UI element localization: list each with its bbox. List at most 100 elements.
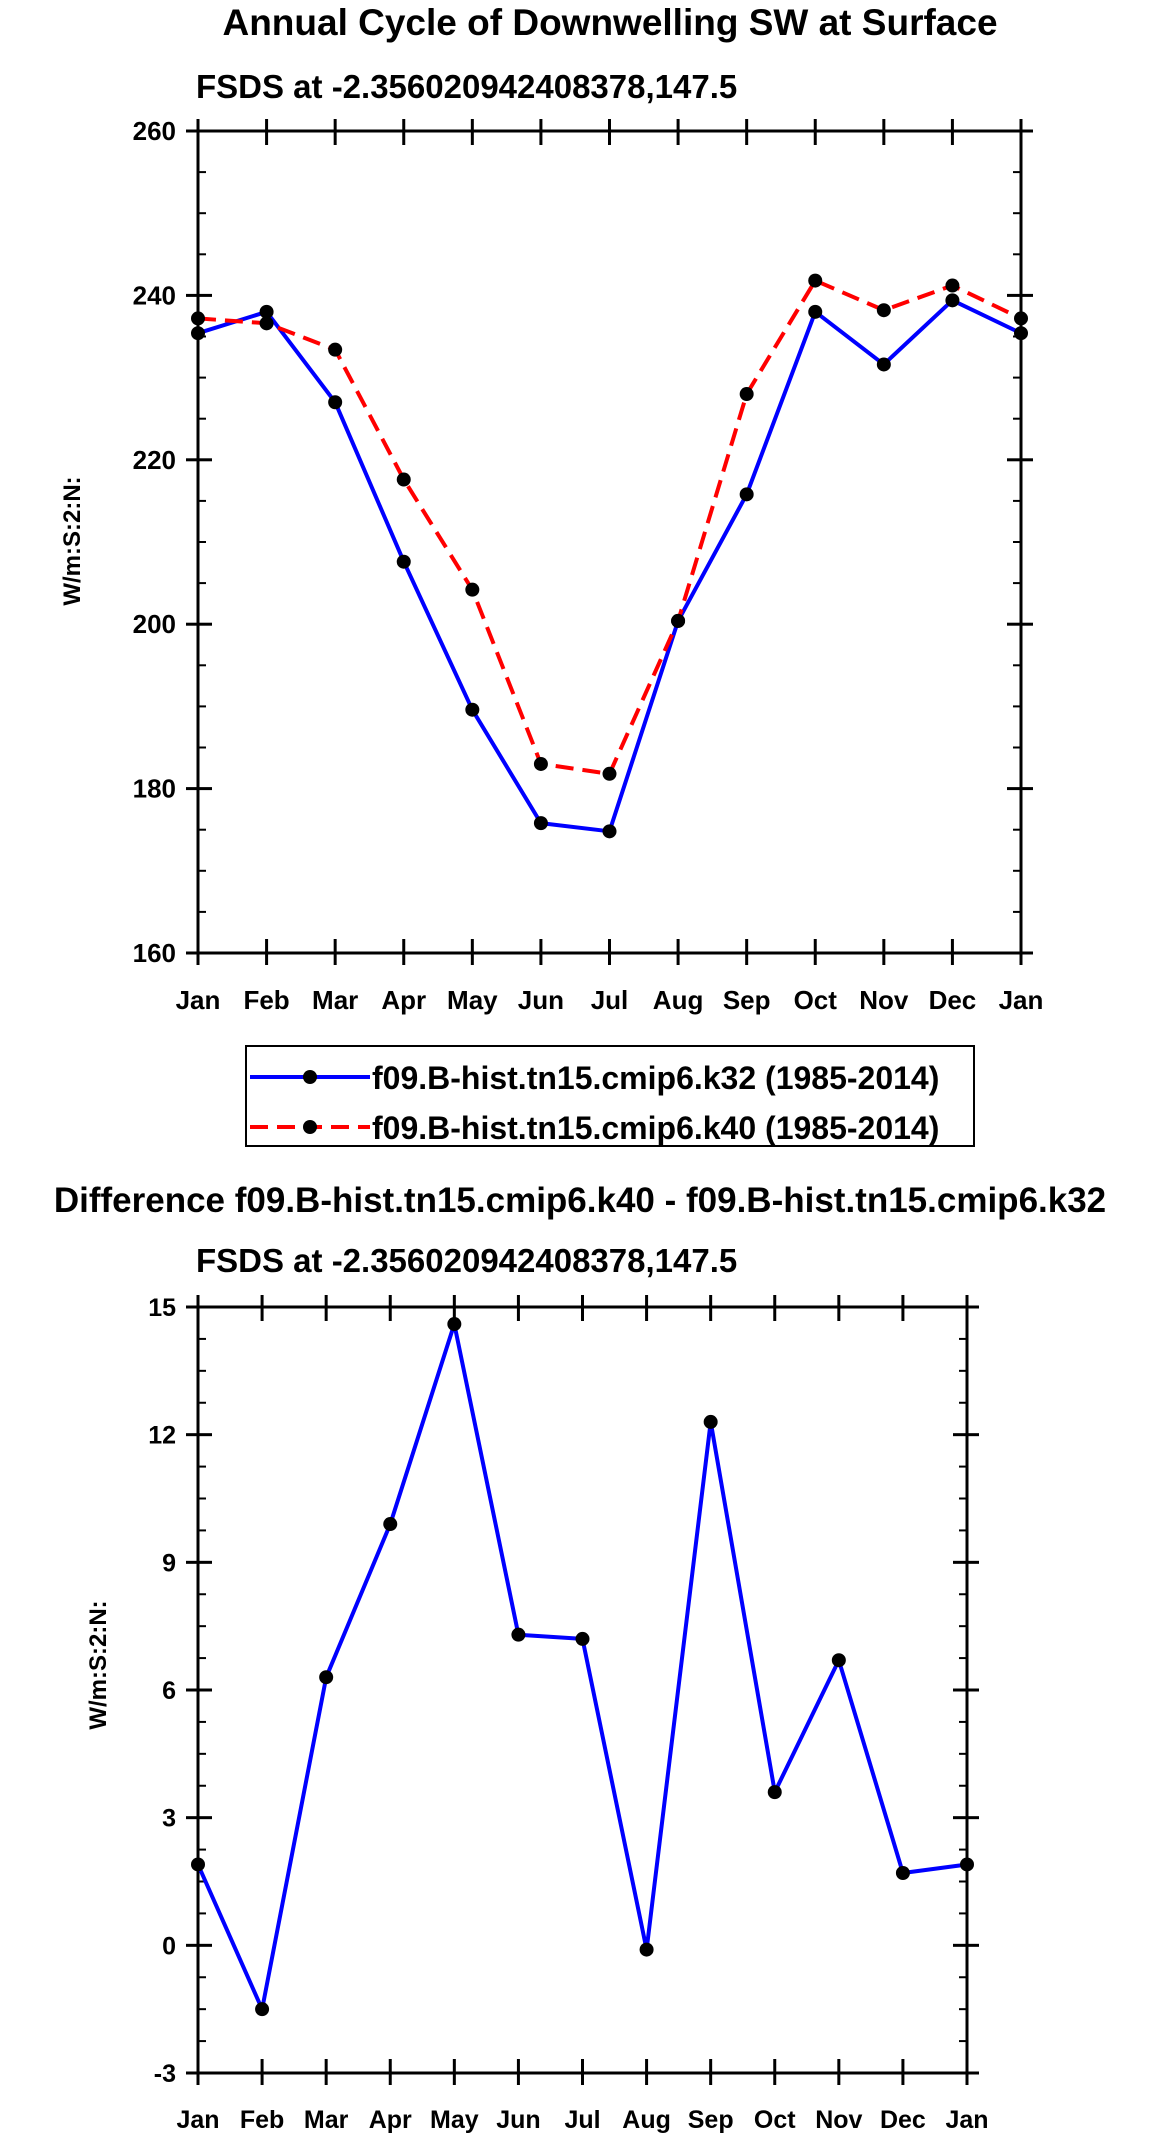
data-point <box>831 1653 846 1668</box>
legend-marker-k32 <box>303 1070 317 1084</box>
data-point <box>328 342 343 357</box>
data-point <box>1014 326 1028 341</box>
data-point <box>945 278 960 293</box>
tick-marks <box>186 1295 979 2085</box>
x-tick-label: Jan <box>945 2106 988 2134</box>
x-tick-label: Nov <box>815 2106 862 2134</box>
x-tick-label: Aug <box>653 985 704 1015</box>
series-group <box>191 273 1028 839</box>
data-point <box>319 1670 334 1685</box>
panel-title: Annual Cycle of Downwelling SW at Surfac… <box>222 2 997 43</box>
y-tick-labels: 160 180 200 220 240 260 <box>133 116 176 968</box>
data-point <box>808 273 823 288</box>
x-tick-label: Nov <box>859 985 909 1015</box>
data-point <box>895 1865 910 1880</box>
x-tick-label: Jan <box>176 2106 219 2134</box>
data-point <box>739 487 754 502</box>
y-tick-label: 9 <box>162 1549 176 1577</box>
data-point <box>255 2002 270 2017</box>
data-point <box>945 293 960 308</box>
x-tick-label: Jun <box>518 985 564 1015</box>
y-tick-label: 200 <box>133 609 176 639</box>
x-tick-label: Feb <box>243 985 289 1015</box>
x-tick-label: Feb <box>240 2106 284 2134</box>
y-tick-label: 160 <box>133 938 176 968</box>
x-tick-label: Apr <box>369 2106 412 2134</box>
x-tick-label: Mar <box>312 985 358 1015</box>
series-line-0 <box>197 298 1022 834</box>
legend-label-k32: f09.B-hist.tn15.cmip6.k32 (1985-2014) <box>372 1060 939 1096</box>
x-tick-label: May <box>430 2106 479 2134</box>
x-tick-label: Apr <box>381 985 426 1015</box>
data-point <box>465 582 480 597</box>
data-point <box>602 766 617 781</box>
data-point <box>703 1414 718 1429</box>
x-tick-label: Mar <box>304 2106 349 2134</box>
y-axis-label: W/m:S:2:N: <box>59 476 86 605</box>
data-point <box>602 824 617 839</box>
x-tick-label: Jul <box>564 2106 600 2134</box>
y-tick-label: 3 <box>162 1805 176 1833</box>
data-point <box>191 311 205 326</box>
data-point <box>639 1942 654 1957</box>
data-point <box>739 387 754 402</box>
series-group <box>191 1317 974 2017</box>
data-point <box>960 1857 974 1872</box>
data-point <box>259 316 274 331</box>
y-tick-label: 12 <box>148 1422 176 1450</box>
x-tick-label: Jun <box>496 2106 540 2134</box>
data-point <box>259 304 274 319</box>
x-tick-label: Jul <box>591 985 629 1015</box>
legend-marker-k40 <box>303 1120 317 1134</box>
y-tick-labels: -3 0 3 6 9 12 15 <box>148 1294 176 2088</box>
data-point <box>447 1317 462 1332</box>
data-point <box>511 1627 526 1642</box>
data-point <box>328 395 343 410</box>
x-tick-label: Jan <box>176 985 221 1015</box>
data-point <box>808 304 823 319</box>
x-tick-label: Dec <box>929 985 977 1015</box>
data-point <box>533 756 548 771</box>
y-tick-label: 180 <box>133 774 176 804</box>
data-point <box>575 1631 590 1646</box>
panel-subtitle: FSDS at -2.356020942408378,147.5 <box>196 68 737 105</box>
x-tick-labels: Jan Feb Mar Apr May Jun Jul Aug Sep Oct Nov Dec Jan <box>176 985 1044 1015</box>
series-line-1 <box>197 278 1022 776</box>
plot-frame <box>196 1305 969 2075</box>
x-tick-labels: Jan Feb Mar Apr May Jun Jul Aug Sep Oct Nov Dec Jan <box>176 2106 988 2134</box>
y-axis-label: W/m:S:2:N: <box>85 1600 112 1729</box>
data-point <box>396 554 411 569</box>
data-point <box>671 613 686 628</box>
panel-subtitle: FSDS at -2.356020942408378,147.5 <box>196 1242 737 1279</box>
x-tick-label: Oct <box>794 985 838 1015</box>
legend-box <box>245 1045 975 1147</box>
difference-panel: Difference f09.B-hist.tn15.cmip6.k40 - f… <box>54 1181 1106 2134</box>
y-tick-label: 15 <box>148 1294 176 1322</box>
y-tick-label: 220 <box>133 445 176 475</box>
x-tick-label: Sep <box>723 985 771 1015</box>
data-point <box>383 1517 398 1532</box>
data-point <box>767 1785 782 1800</box>
y-tick-label: -3 <box>154 2060 176 2088</box>
annual-cycle-panel: Annual Cycle of Downwelling SW at Surfac… <box>59 2 1044 1147</box>
series-line-0 <box>196 1322 968 2012</box>
x-tick-label: Dec <box>880 2106 926 2134</box>
data-point <box>191 326 205 341</box>
y-tick-label: 0 <box>162 1932 176 1960</box>
x-tick-label: Oct <box>754 2106 796 2134</box>
x-tick-label: Sep <box>688 2106 734 2134</box>
data-point <box>876 303 891 318</box>
panel-title: Difference f09.B-hist.tn15.cmip6.k40 - f… <box>54 1181 1106 1220</box>
y-tick-label: 6 <box>162 1677 176 1705</box>
y-tick-label: 260 <box>133 116 176 146</box>
data-point <box>396 472 411 487</box>
x-tick-label: Jan <box>999 985 1044 1015</box>
tick-marks <box>186 119 1033 965</box>
data-point <box>876 357 891 372</box>
data-point <box>533 816 548 831</box>
axes-frame <box>196 1305 969 2075</box>
legend: f09.B-hist.tn15.cmip6.k32 (1985-2014) f0… <box>245 1045 975 1147</box>
legend-label-k40: f09.B-hist.tn15.cmip6.k40 (1985-2014) <box>372 1110 939 1146</box>
data-point <box>1014 311 1028 326</box>
